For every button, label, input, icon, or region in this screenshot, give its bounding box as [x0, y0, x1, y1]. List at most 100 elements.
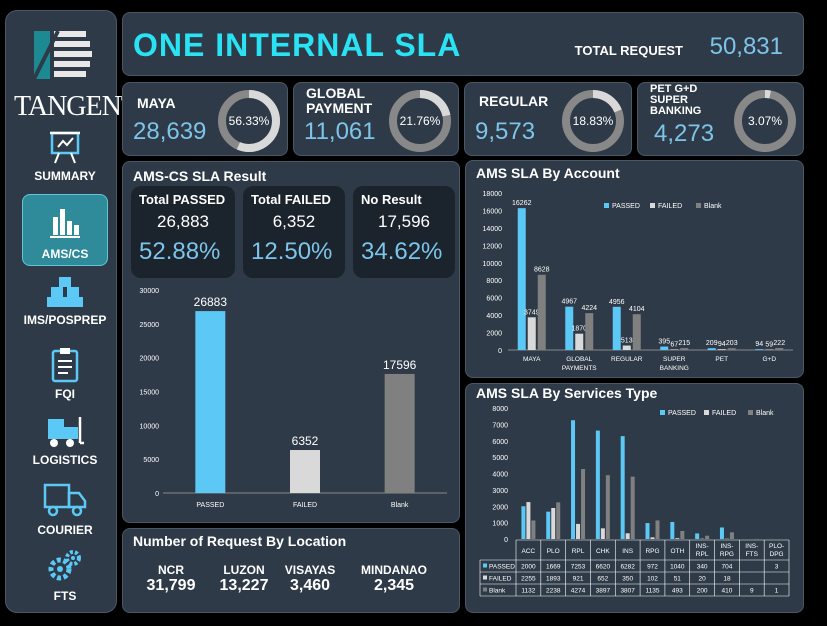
- box-percent: 34.62%: [361, 238, 443, 265]
- y-tick-label: 4000: [486, 313, 502, 320]
- y-tick-label: 0: [504, 537, 508, 544]
- legend-swatch: [483, 587, 487, 592]
- location-value: 2,345: [373, 577, 415, 594]
- x-tick-label: G+D: [762, 356, 776, 363]
- y-tick-label: 10000: [140, 423, 160, 430]
- table-row-label: FAILED: [489, 576, 512, 583]
- data-label: 94: [718, 341, 726, 348]
- kpi-donut: 18.83%: [562, 90, 624, 152]
- bar-chart-icon: [50, 209, 80, 238]
- table-header: INS-: [696, 543, 709, 550]
- y-tick-label: 14000: [483, 226, 503, 233]
- y-tick-label: 18000: [483, 191, 503, 198]
- kpi-name: GLOBAL PAYMENT: [306, 85, 373, 116]
- x-tick-label: PET: [715, 356, 728, 363]
- data-label: 4956: [609, 299, 625, 306]
- bar: [537, 274, 546, 350]
- bar: [765, 349, 774, 350]
- legend-label: Blank: [704, 203, 722, 210]
- table-header: INS: [622, 548, 634, 555]
- y-tick-label: 10000: [483, 261, 503, 268]
- nav-fts[interactable]: FTS: [22, 549, 108, 621]
- data-label: 513: [621, 338, 633, 345]
- bar: [660, 346, 669, 350]
- table-cell: 51: [674, 576, 682, 583]
- table-cell: 1669: [546, 564, 561, 571]
- location-visayas: VISAYAS 3,460: [275, 563, 345, 595]
- table-cell: 652: [597, 576, 608, 583]
- bar: [645, 523, 650, 539]
- location-name: VISAYAS: [284, 563, 336, 577]
- bar: [729, 532, 734, 539]
- panel-title: Number of Request By Location: [133, 533, 347, 549]
- no-result-box: No Result 17,596 34.62%: [353, 186, 455, 278]
- y-tick-label: 6000: [492, 439, 508, 446]
- x-tick-label: SUPER: [663, 356, 686, 363]
- page-title: ONE INTERNAL SLA: [133, 27, 462, 63]
- table-cell: 410: [722, 588, 733, 595]
- bar: [670, 349, 679, 350]
- total-request-label: TOTAL REQUEST: [574, 43, 683, 58]
- bar: [605, 475, 610, 539]
- box-label: No Result: [361, 192, 422, 207]
- legend-swatch: [696, 203, 701, 208]
- table-cell: 20: [699, 576, 707, 583]
- legend-swatch: [483, 563, 487, 568]
- nav-label: LOGISTICS: [32, 453, 98, 467]
- table-cell: 2255: [521, 576, 536, 583]
- table-cell: 200: [697, 588, 708, 595]
- bar: [556, 502, 561, 539]
- data-label: 8628: [534, 267, 550, 274]
- data-label: 4104: [629, 306, 645, 313]
- table-header: PLO: [547, 548, 560, 555]
- x-tick-label: PAYMENTS: [562, 365, 597, 372]
- table-cell: 972: [647, 564, 658, 571]
- data-label: 1870: [571, 326, 587, 333]
- nav-logistics[interactable]: LOGISTICS: [22, 415, 108, 487]
- failed-box: Total FAILED 6,352 12.50%: [243, 186, 345, 278]
- table-cell: 3807: [620, 588, 635, 595]
- x-tick-label: REGULAR: [611, 356, 643, 363]
- table-cell: 1893: [546, 576, 561, 583]
- bar: [551, 508, 556, 539]
- table-cell: 1040: [670, 564, 685, 571]
- table-header: RPL: [572, 548, 585, 555]
- table-cell: 6620: [596, 564, 611, 571]
- kpi-value: 11,061: [304, 118, 376, 145]
- nav-label: AMS/CS: [41, 247, 89, 261]
- table-cell: 4274: [571, 588, 586, 595]
- y-tick-label: 12000: [483, 243, 503, 250]
- data-label: 209: [706, 340, 718, 347]
- legend-label: PASSED: [612, 203, 640, 210]
- boxes-icon: [47, 277, 83, 307]
- data-label: 17596: [383, 358, 417, 372]
- nav-ims-posprep[interactable]: IMS/POSPREP: [22, 275, 108, 347]
- legend-swatch: [704, 410, 709, 415]
- truck-icon: [43, 483, 87, 517]
- table-cell: 704: [722, 564, 733, 571]
- table-header: INS-: [745, 543, 758, 550]
- kpi-donut: 56.33%: [218, 90, 280, 152]
- table-row-label: PASSED: [489, 564, 515, 571]
- bar: [575, 333, 584, 350]
- data-label: 3749: [524, 309, 540, 316]
- kpi-donut: 3.07%: [734, 90, 796, 152]
- x-tick-label: PASSED: [196, 502, 224, 509]
- bar: [195, 311, 226, 493]
- legend-label: FAILED: [712, 410, 736, 417]
- table-header: RPG: [645, 548, 659, 555]
- y-tick-label: 8000: [486, 278, 502, 285]
- nav-summary[interactable]: SUMMARY: [22, 129, 108, 201]
- bar: [290, 450, 320, 493]
- data-label: 16262: [512, 200, 532, 207]
- nav-fqi[interactable]: FQI: [22, 347, 108, 419]
- panel-title: AMS SLA By Account: [476, 165, 620, 181]
- nav-ams-cs[interactable]: AMS/CS: [22, 194, 108, 266]
- y-tick-label: 15000: [140, 390, 160, 397]
- box-label: Total PASSED: [139, 192, 226, 207]
- legend-swatch: [604, 203, 609, 208]
- location-name: NCR: [158, 563, 184, 577]
- y-tick-label: 6000: [486, 296, 502, 303]
- nav-courier[interactable]: COURIER: [22, 481, 108, 553]
- bar: [571, 420, 576, 539]
